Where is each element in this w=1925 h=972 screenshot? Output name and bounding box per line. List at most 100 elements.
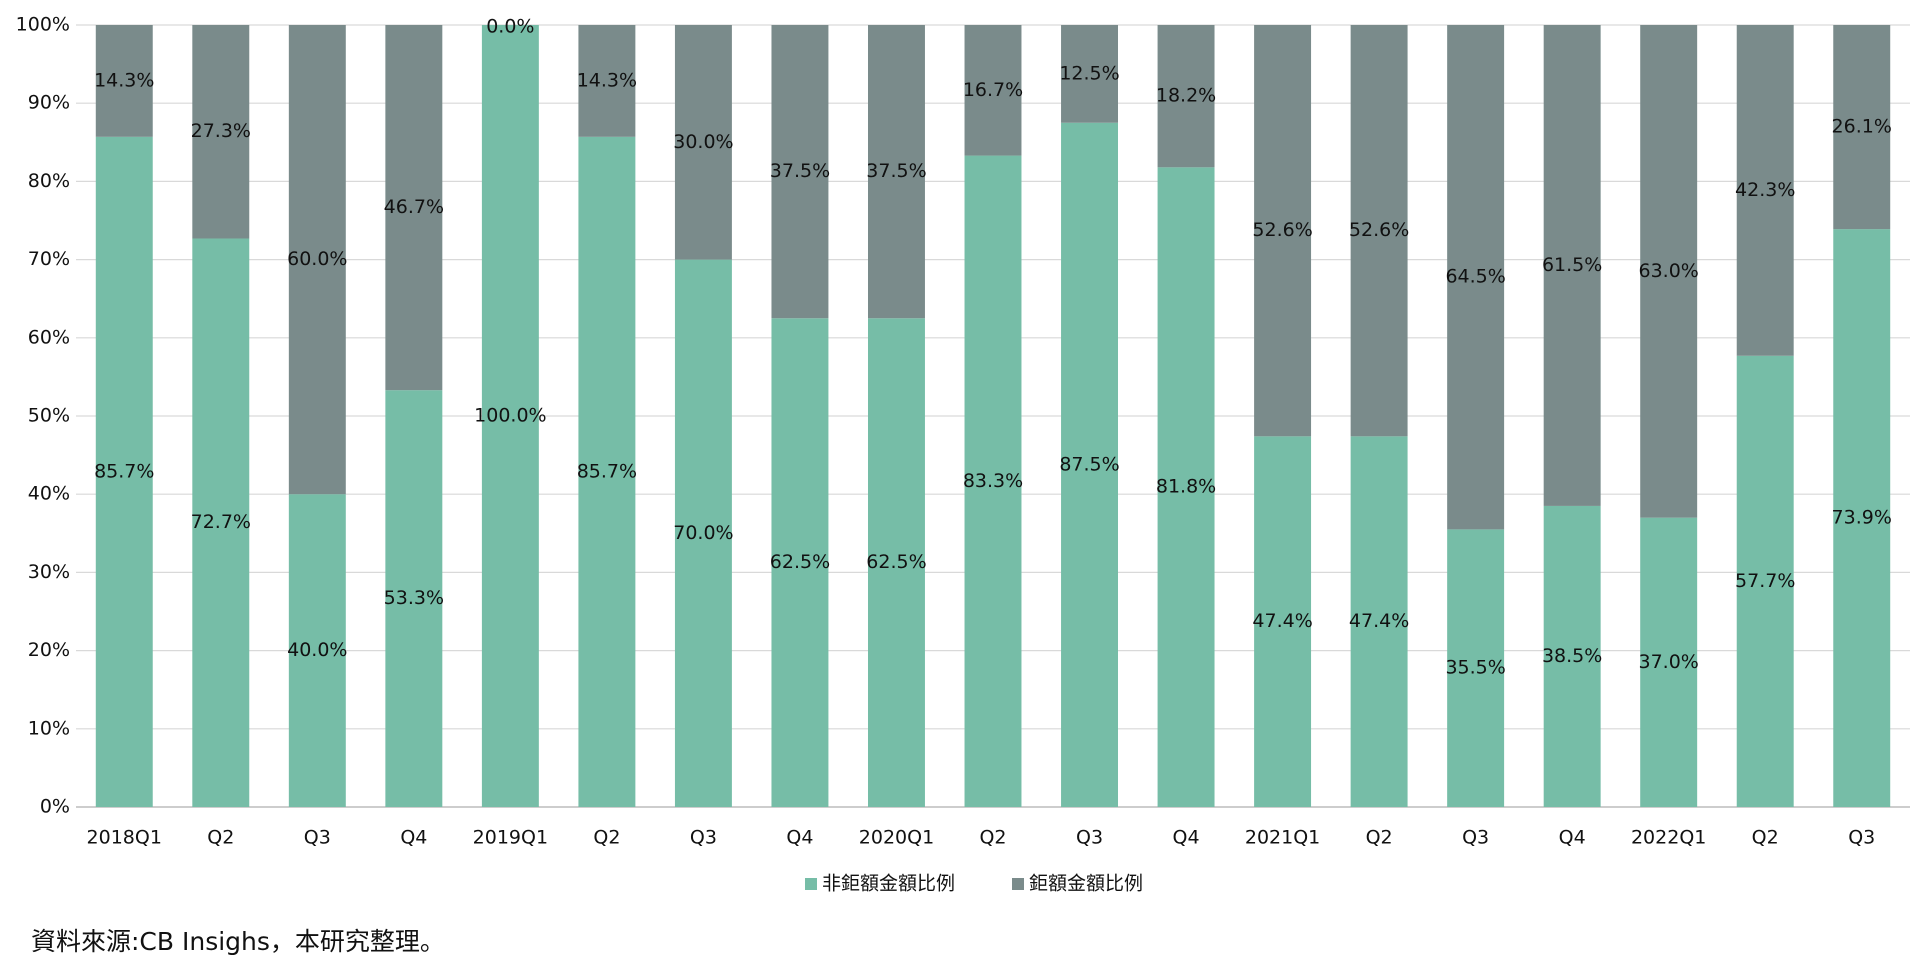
x-tick-label: Q3 <box>1848 827 1875 849</box>
data-label: 57.7% <box>1735 570 1795 592</box>
bar-segment <box>192 238 250 808</box>
x-tick-label: 2018Q1 <box>87 827 162 849</box>
data-label: 61.5% <box>1542 254 1602 276</box>
bar-segment <box>1350 25 1408 437</box>
bar-segment <box>95 136 153 808</box>
bar-segment <box>1543 505 1601 807</box>
data-label: 37.5% <box>770 160 830 182</box>
data-label: 38.5% <box>1542 645 1602 667</box>
bar-segment <box>1447 529 1505 807</box>
x-tick-label: Q4 <box>1559 827 1586 849</box>
bar-segment <box>1254 25 1312 437</box>
bar-segment <box>1736 355 1794 807</box>
data-label: 63.0% <box>1639 260 1699 282</box>
data-label: 73.9% <box>1832 507 1892 529</box>
x-tick-label: Q2 <box>1752 827 1779 849</box>
data-label: 37.5% <box>866 160 926 182</box>
bar-segment <box>1736 25 1794 356</box>
data-label: 27.3% <box>191 120 251 142</box>
x-tick-label: Q4 <box>1173 827 1200 849</box>
x-tick-label: 2022Q1 <box>1631 827 1706 849</box>
x-tick-label: Q3 <box>1076 827 1103 849</box>
data-label: 18.2% <box>1156 85 1216 107</box>
x-tick-label: 2021Q1 <box>1245 827 1320 849</box>
bar-segment <box>578 136 636 808</box>
data-label: 35.5% <box>1445 657 1505 679</box>
bar-segment <box>95 25 153 137</box>
y-tick-label: 30% <box>28 561 70 583</box>
y-tick-label: 10% <box>28 717 70 739</box>
data-label: 14.3% <box>94 69 154 91</box>
bar-segment <box>1157 25 1215 168</box>
bar-segment <box>1833 25 1891 230</box>
bar-segment <box>385 390 443 807</box>
data-label: 26.1% <box>1832 116 1892 138</box>
bar-segment <box>674 259 732 808</box>
bar-segment <box>964 155 1022 807</box>
bar-segment <box>288 25 346 495</box>
x-tick-label: Q2 <box>1366 827 1393 849</box>
x-tick-label: 2019Q1 <box>473 827 548 849</box>
bar-segment <box>1640 25 1698 518</box>
y-tick-label: 20% <box>28 639 70 661</box>
bar-segment <box>771 25 829 319</box>
data-label: 60.0% <box>287 248 347 270</box>
x-tick-label: Q2 <box>207 827 234 849</box>
legend-swatch <box>1012 878 1024 890</box>
data-label: 53.3% <box>384 587 444 609</box>
data-label: 100.0% <box>474 405 546 427</box>
x-tick-label: Q3 <box>1462 827 1489 849</box>
data-label: 14.3% <box>577 69 637 91</box>
data-label: 87.5% <box>1059 453 1119 475</box>
bar-segment <box>1640 517 1698 807</box>
x-tick-label: Q3 <box>690 827 717 849</box>
x-tick-label: Q2 <box>593 827 620 849</box>
data-label: 72.7% <box>191 511 251 533</box>
y-tick-label: 90% <box>28 92 70 114</box>
x-tick-label: 2020Q1 <box>859 827 934 849</box>
data-label: 83.3% <box>963 470 1023 492</box>
y-tick-label: 80% <box>28 170 70 192</box>
y-tick-label: 0% <box>40 796 70 818</box>
data-label: 85.7% <box>577 460 637 482</box>
legend-label: 鉅額金額比例 <box>1029 873 1143 895</box>
bar-segment <box>1061 25 1119 123</box>
data-label: 16.7% <box>963 79 1023 101</box>
data-label: 0.0% <box>486 16 534 38</box>
y-tick-label: 40% <box>28 483 70 505</box>
x-tick-label: Q2 <box>979 827 1006 849</box>
data-label: 62.5% <box>866 551 926 573</box>
bar-segment <box>771 318 829 807</box>
data-label: 85.7% <box>94 460 154 482</box>
bar-segment <box>964 25 1022 156</box>
bar-segment <box>1447 25 1505 530</box>
bar-segment <box>867 318 925 807</box>
y-tick-label: 100% <box>16 14 70 36</box>
source-note: 資料來源:CB Insighs，本研究整理。 <box>31 927 445 956</box>
data-label: 47.4% <box>1252 610 1312 632</box>
data-label: 64.5% <box>1445 266 1505 288</box>
data-label: 40.0% <box>287 639 347 661</box>
bar-segment <box>1833 229 1891 808</box>
x-tick-label: Q4 <box>786 827 813 849</box>
bar-segment <box>1157 167 1215 808</box>
bar-segment <box>481 25 539 807</box>
data-label: 81.8% <box>1156 476 1216 498</box>
bar-segment <box>288 494 346 807</box>
data-label: 52.6% <box>1252 219 1312 241</box>
data-label: 30.0% <box>673 131 733 153</box>
y-tick-label: 70% <box>28 248 70 270</box>
x-tick-label: Q3 <box>304 827 331 849</box>
bar-segment <box>867 25 925 319</box>
y-tick-label: 50% <box>28 405 70 427</box>
bar-segment <box>192 25 250 239</box>
data-label: 70.0% <box>673 522 733 544</box>
data-label: 37.0% <box>1639 651 1699 673</box>
bar-segment <box>385 25 443 391</box>
bar-segment <box>674 25 732 260</box>
bar-segment <box>1254 436 1312 807</box>
bar-segment <box>1543 25 1601 506</box>
legend-label: 非鉅額金額比例 <box>822 873 955 895</box>
